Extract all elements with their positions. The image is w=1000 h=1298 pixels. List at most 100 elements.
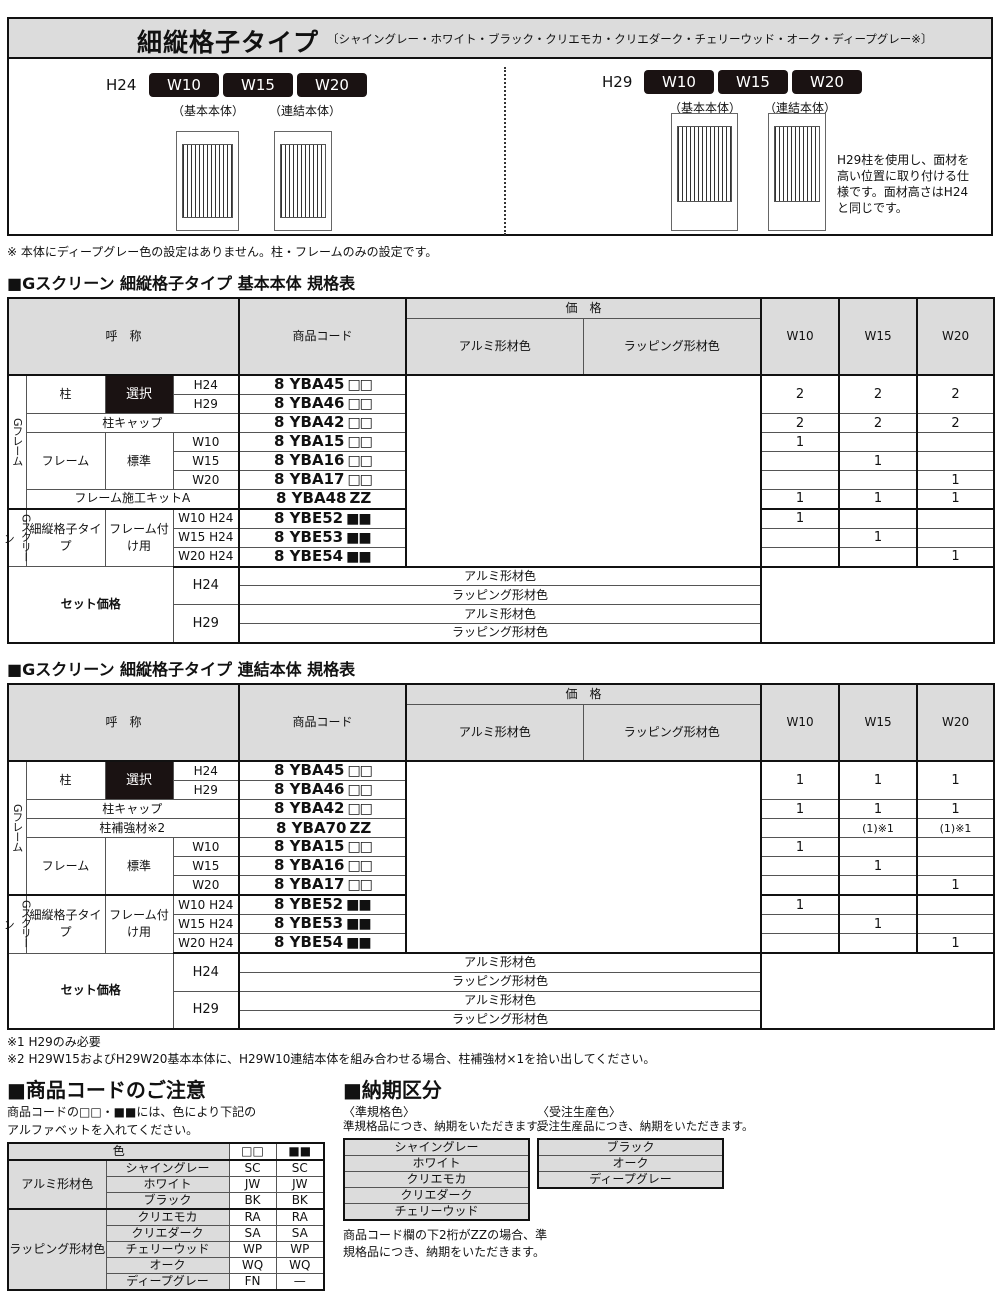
qty-cell [838, 507, 918, 529]
code-text: 8 YBE52 [274, 508, 344, 527]
qty-cell [760, 818, 840, 838]
qty-cell [760, 527, 840, 548]
table-row: W20 8 YBA17 □□ 1 [8, 470, 995, 490]
connected-unit-illustration [274, 131, 332, 231]
set-price-height: H29 [172, 990, 240, 1030]
product-code: 8 YBA16 □□ [238, 451, 407, 471]
color-code: — [275, 1273, 325, 1291]
color-code: SC [275, 1159, 325, 1177]
group-label: Gスクリーン [2, 894, 32, 954]
code-text: 8 YBA46 [274, 780, 345, 798]
qty-cell: 1 [838, 856, 918, 876]
table-row: 柱キャップ 8 YBA42 □□ 2 2 2 [8, 413, 995, 433]
delivery-color: クリエモカ [343, 1171, 530, 1188]
item-type: 選択 [104, 374, 174, 414]
product-code: 8 YBE53 ■■ [238, 914, 407, 934]
code-suffix: □□ [347, 396, 372, 412]
header-row: 呼 称商品コード価 格 W10 W15 W20 [7, 297, 995, 376]
qty-cell [916, 451, 995, 471]
item-size: W20 [172, 875, 240, 896]
product-code: 8 YBA42 □□ [238, 413, 407, 433]
header-open-box: □□ [228, 1142, 277, 1161]
badge-w15: W15 [223, 73, 293, 97]
qty-cell: (1)※1 [916, 818, 995, 838]
custom-color-list: ブラック オーク ディープグレー [537, 1138, 724, 1189]
code-text: 8 YBE52 [274, 895, 344, 913]
table-row: W15 8 YBA16 □□ 1 [8, 451, 995, 471]
header-qty-w10: W10 [760, 683, 840, 762]
qty-cell [916, 837, 995, 857]
code-text: 8 YBE53 [274, 527, 344, 546]
delivery-color: クリエダーク [343, 1187, 530, 1204]
set-price-height: H29 [172, 604, 240, 643]
qty-cell: 1 [760, 760, 840, 800]
qty-cell [760, 856, 840, 876]
color-code: WP [275, 1241, 325, 1258]
table-row: Gスクリーン 細縦格子タイプ フレーム付け用 W10 H24 8 YBE52 ■■ 1 [2, 507, 995, 567]
delivery-color: シャイングレー [343, 1138, 530, 1156]
color-row: ラッピング形材色 クリエモカ RA RA [7, 1208, 325, 1291]
qty-cell: (1)※1 [838, 818, 918, 838]
table-row: 柱キャップ 8 YBA42 □□ 1 1 1 [8, 799, 995, 819]
code-suffix: ■■ [346, 935, 371, 951]
color-code: JW [275, 1176, 325, 1193]
qty-cell: 1 [838, 489, 918, 509]
item-size: W10 H24 [172, 894, 240, 915]
code-suffix: ■■ [346, 916, 371, 932]
qty-cell: 1 [760, 489, 840, 509]
header-price-col: アルミ形材色 [405, 703, 584, 762]
width-badges-h24: W10 W15 W20 [149, 73, 371, 97]
caption-basic: （基本本体） [669, 101, 742, 115]
item-size: W15 [172, 856, 240, 876]
color-row: アルミ形材色 シャイングレー SC SC [7, 1159, 325, 1210]
code-suffix: ZZ [349, 818, 372, 837]
item-name: 柱 [25, 374, 106, 414]
item-size: W10 [172, 837, 240, 857]
custom-desc: 受注生産品につき、納期をいただきます。 [537, 1119, 754, 1133]
set-price-row: ラッピング形材色 [8, 585, 994, 605]
page-title: 細縦格子タイプ [137, 28, 320, 57]
code-text: 8 YBA42 [274, 799, 345, 817]
item-type: フレーム付け用 [104, 507, 174, 567]
standard-desc: 準規格品につき、納期をいただきます。 [343, 1119, 549, 1133]
code-suffix: □□ [347, 858, 372, 874]
zz-note-2: 規格品につき、納期をいただきます。 [343, 1245, 545, 1259]
qty-cell: 2 [838, 374, 918, 414]
product-code: 8 YBA46 □□ [238, 394, 407, 414]
code-text: 8 YBA42 [274, 413, 345, 431]
qty-cell: 2 [760, 374, 840, 414]
item-name: 細縦格子タイプ [25, 507, 106, 567]
qty-cell: 2 [916, 374, 995, 414]
h29-note: H29柱を使用し、面材を高い位置に取り付ける仕様です。面材高さはH24と同じです… [837, 153, 970, 215]
qty-cell [760, 546, 840, 568]
color-code: BK [275, 1192, 325, 1210]
set-price-row: ラッピング形材色 [8, 1009, 994, 1030]
set-price-color: アルミ形材色 [238, 952, 762, 973]
color-list: 〔シャイングレー・ホワイト・ブラック・クリエモカ・クリエダーク・チェリーウッド・… [327, 32, 933, 46]
code-notice-text-2: アルファベットを入れてください。 [7, 1123, 199, 1137]
qty-cell: 1 [916, 875, 995, 896]
qty-cell [838, 432, 918, 452]
qty-cell: 1 [760, 894, 840, 915]
delivery-color: ブラック [537, 1138, 724, 1156]
item-name: 柱キャップ [25, 413, 240, 433]
table-row: W15 H24 8 YBE53 ■■ 1 [8, 527, 995, 548]
table-row: 柱補強材※2 8 YBA70 ZZ (1)※1 (1)※1 [8, 818, 995, 838]
color-code: WQ [275, 1257, 325, 1274]
color-code: WP [228, 1241, 277, 1258]
color-name: オーク [105, 1257, 230, 1274]
product-code: 8 YBE54 ■■ [238, 933, 407, 954]
color-code-table: 色 □□ ■■ アルミ形材色 シャイングレー SC SC ホワイト JW JW ブラック BK BK ラッ… [7, 1142, 326, 1291]
item-size: H29 [172, 780, 240, 800]
qty-cell: 1 [916, 546, 995, 568]
item-type: フレーム付け用 [104, 894, 174, 954]
product-code: 8 YBE52 ■■ [238, 507, 407, 529]
item-size: H24 [172, 374, 240, 395]
table-row: W20 8 YBA17 □□ 1 [8, 875, 995, 896]
badge-w20: W20 [297, 73, 367, 97]
set-price-color: アルミ形材色 [238, 990, 762, 1011]
table-row: Gフレーム柱選択 H24 8 YBA45 □□ 2 2 2 [7, 374, 995, 568]
color-code: WQ [228, 1257, 277, 1274]
header-qty-w15: W15 [838, 297, 918, 376]
color-name: シャイングレー [105, 1159, 230, 1177]
